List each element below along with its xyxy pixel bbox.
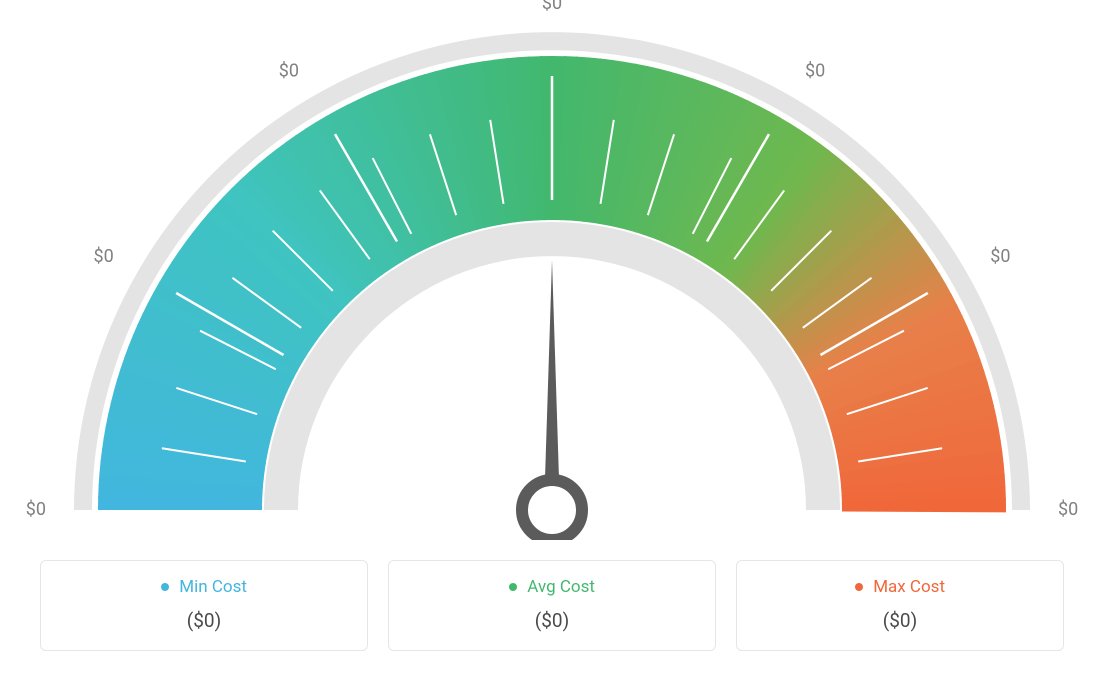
legend-dot-min — [161, 583, 169, 591]
svg-text:$0: $0 — [1058, 499, 1078, 520]
legend-box-avg: Avg Cost ($0) — [388, 560, 716, 651]
svg-text:$0: $0 — [26, 499, 46, 520]
legend-label-max: Max Cost — [737, 577, 1063, 597]
legend-box-min: Min Cost ($0) — [40, 560, 368, 651]
legend-value-max: ($0) — [737, 609, 1063, 632]
legend-value-min: ($0) — [41, 609, 367, 632]
legend-label-text-avg: Avg Cost — [527, 577, 595, 597]
legend-label-min: Min Cost — [41, 577, 367, 597]
svg-text:$0: $0 — [279, 61, 299, 82]
legend-dot-avg — [509, 583, 517, 591]
gauge-svg: $0 $0 $0 $0 $0 $0 $0 — [0, 0, 1104, 540]
legend-dot-max — [855, 583, 863, 591]
legend-label-text-max: Max Cost — [873, 577, 945, 597]
gauge-chart: $0 $0 $0 $0 $0 $0 $0 — [0, 0, 1104, 540]
svg-text:$0: $0 — [805, 61, 825, 82]
svg-text:$0: $0 — [990, 246, 1010, 267]
svg-text:$0: $0 — [94, 246, 114, 267]
legend-label-text-min: Min Cost — [179, 577, 247, 597]
legend-row: Min Cost ($0) Avg Cost ($0) Max Cost ($0… — [0, 560, 1104, 651]
svg-text:$0: $0 — [542, 0, 562, 14]
legend-value-avg: ($0) — [389, 609, 715, 632]
legend-label-avg: Avg Cost — [389, 577, 715, 597]
legend-box-max: Max Cost ($0) — [736, 560, 1064, 651]
